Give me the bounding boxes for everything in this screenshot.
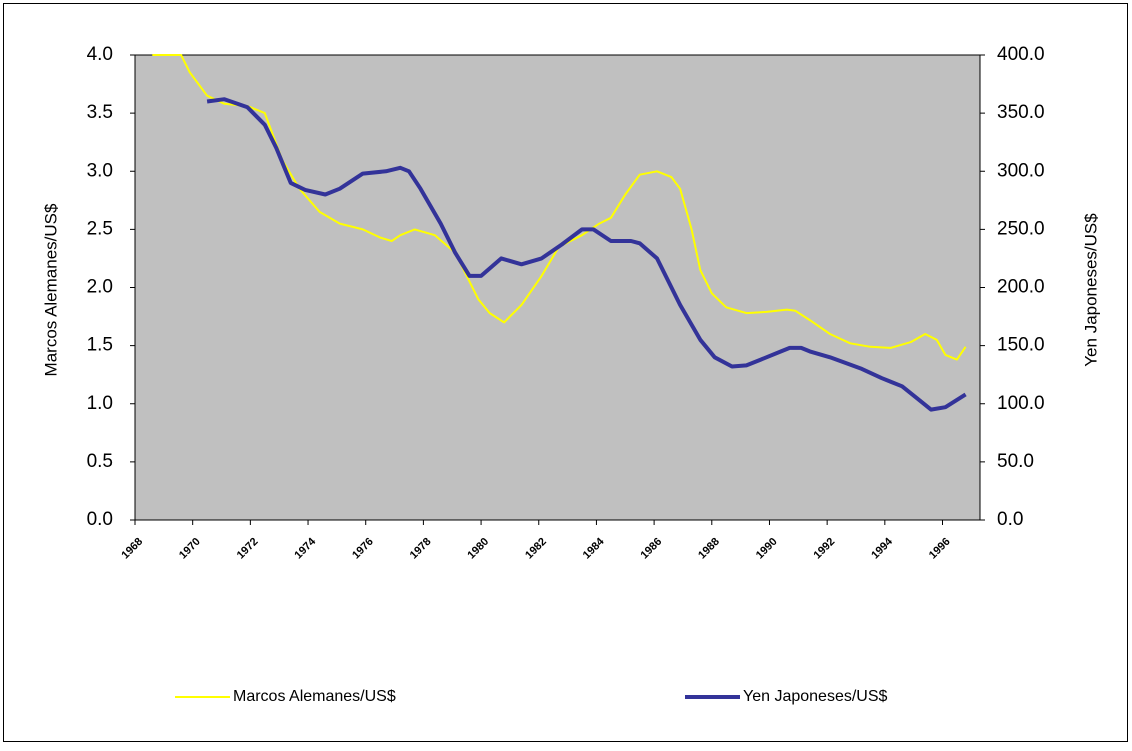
y-tick-label: 3.0 <box>87 160 113 181</box>
y2-tick-label: 350.0 <box>997 102 1045 123</box>
y-tick-label: 3.5 <box>87 102 113 123</box>
y-tick-label: 0.0 <box>87 509 113 530</box>
plot-area <box>134 54 981 521</box>
y2-tick-label: 100.0 <box>997 393 1045 414</box>
y2-tick-label: 200.0 <box>997 277 1045 298</box>
series-line <box>206 97 967 412</box>
y2-tick-label: 0.0 <box>997 509 1023 530</box>
y-tick-label: 1.0 <box>87 393 113 414</box>
series-line <box>152 54 967 361</box>
y2-tick-label: 250.0 <box>997 218 1045 239</box>
y-tick-label: 2.0 <box>87 277 113 298</box>
legend-label: Marcos Alemanes/US$ <box>233 688 396 705</box>
legend-label: Yen Japoneses/US$ <box>743 688 888 705</box>
y-tick-label: 0.5 <box>87 451 113 472</box>
y2-tick-label: 50.0 <box>997 451 1034 472</box>
y-tick-label: 1.5 <box>87 335 113 356</box>
y2-axis-label: Yen Japoneses/US$ <box>1081 213 1100 367</box>
y-axis-label: Marcos Alemanes/US$ <box>41 203 60 376</box>
y2-tick-label: 400.0 <box>997 44 1045 65</box>
y2-tick-label: 300.0 <box>997 160 1045 181</box>
y-tick-label: 2.5 <box>87 218 113 239</box>
y2-tick-label: 150.0 <box>997 335 1045 356</box>
y-tick-label: 4.0 <box>87 44 113 65</box>
